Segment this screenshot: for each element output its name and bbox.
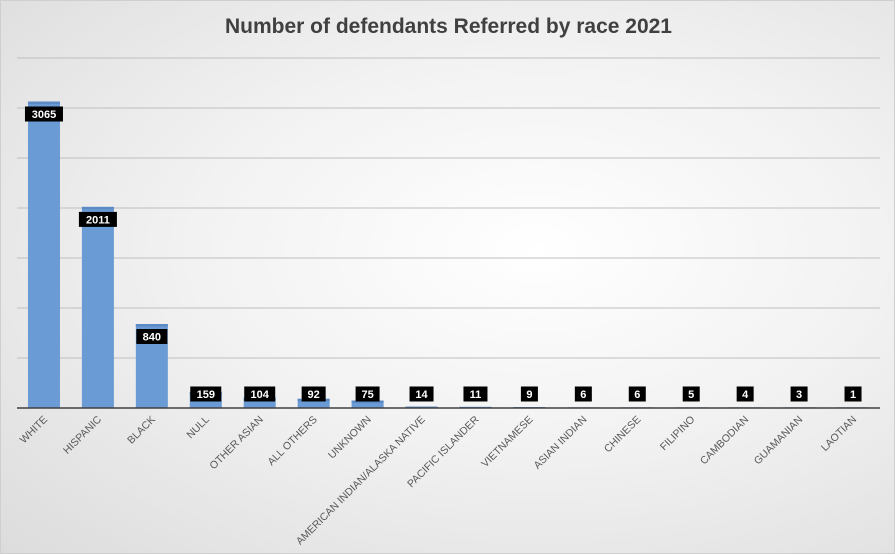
data-label-box — [844, 386, 862, 402]
data-label-box — [574, 386, 592, 402]
x-tick-label: BLACK — [125, 414, 158, 447]
bar-top-edge — [351, 400, 384, 403]
data-label-box — [463, 386, 488, 402]
data-label-box — [78, 211, 117, 227]
x-tick-label: HISPANIC — [61, 413, 104, 456]
x-tick-label: FILIPINO — [658, 414, 697, 453]
x-tick-label: WHITE — [18, 414, 50, 446]
x-tick-label: NULL — [184, 414, 212, 442]
data-label-box — [301, 386, 326, 402]
data-label: 6 — [580, 389, 586, 401]
data-label-box — [520, 386, 538, 402]
x-tick-label: GUAMANIAN — [752, 414, 805, 467]
data-label: 1 — [850, 389, 856, 401]
data-label: 3065 — [32, 109, 56, 121]
data-label-box — [24, 106, 63, 122]
data-label: 104 — [251, 389, 270, 401]
bar — [243, 397, 276, 408]
data-label: 840 — [143, 332, 161, 344]
data-label: 11 — [470, 389, 482, 401]
data-label: 9 — [526, 389, 532, 401]
data-label: 3 — [796, 389, 802, 401]
data-label-box — [628, 386, 646, 402]
data-label: 14 — [415, 389, 428, 401]
data-label: 2011 — [86, 214, 110, 226]
x-tick-label: UNKNOWN — [326, 414, 374, 462]
bar — [27, 101, 60, 408]
bar — [81, 206, 114, 408]
data-label-box — [682, 386, 700, 402]
x-tick-label: ALL OTHERS — [265, 414, 319, 468]
data-label: 75 — [361, 389, 373, 401]
data-label: 5 — [688, 389, 694, 401]
data-label-box — [190, 386, 222, 402]
x-tick-label: VIETNAMESE — [479, 414, 535, 470]
data-label-box — [136, 329, 168, 344]
data-label: 92 — [308, 389, 320, 401]
x-tick-label: OTHER ASIAN — [207, 414, 265, 472]
data-label-box — [790, 386, 808, 402]
data-label-box — [409, 386, 434, 402]
data-label: 4 — [742, 389, 749, 401]
data-label-box — [244, 386, 276, 402]
x-tick-label: LAOTIAN — [819, 414, 859, 454]
bar — [351, 400, 384, 408]
data-label-box — [355, 386, 380, 402]
bar — [297, 398, 330, 408]
data-label: 159 — [197, 389, 215, 401]
chart-title: Number of defendants Referred by race 20… — [225, 15, 672, 38]
data-label-box — [736, 386, 754, 402]
x-tick-label: CAMBODIAN — [698, 414, 751, 467]
bar-top-edge — [81, 206, 114, 210]
data-label: 6 — [634, 389, 640, 401]
x-tick-label: ASIAN INDIAN — [531, 414, 589, 472]
bar-top-edge — [27, 101, 60, 104]
bar-top-edge — [135, 324, 168, 327]
x-tick-label: CHINESE — [602, 414, 643, 455]
